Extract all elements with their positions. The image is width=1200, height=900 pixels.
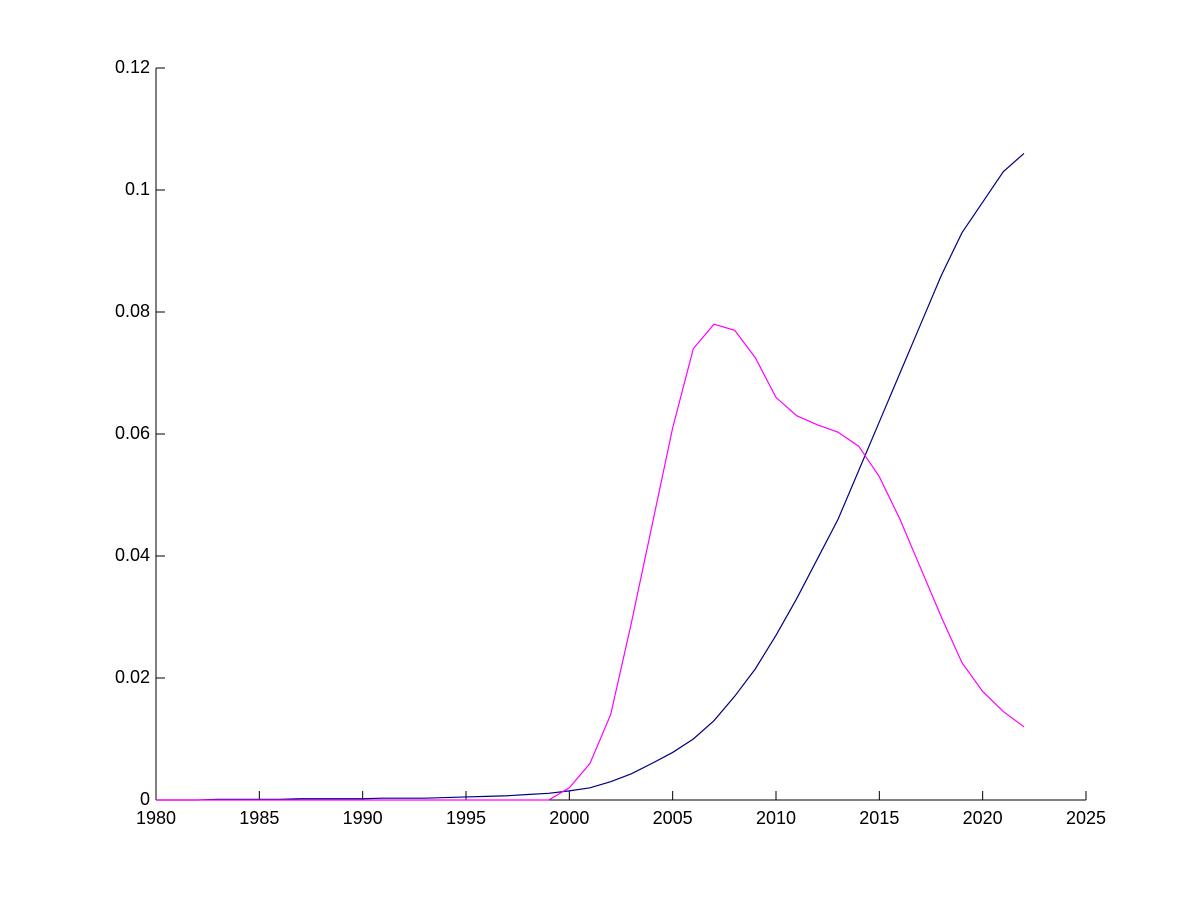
y-tick-label: 0.04 — [115, 545, 150, 565]
x-tick-label: 1985 — [239, 808, 279, 828]
x-tick-label: 2005 — [653, 808, 693, 828]
x-tick-label: 1980 — [136, 808, 176, 828]
x-tick-label: 2010 — [756, 808, 796, 828]
series-line — [156, 323, 1025, 801]
y-tick-label: 0.06 — [115, 423, 150, 443]
y-tick-label: 0.12 — [115, 57, 150, 77]
y-tick-label: 0 — [140, 789, 150, 809]
y-tick-label: 0.02 — [115, 667, 150, 687]
y-tick-label: 0.08 — [115, 301, 150, 321]
x-tick-label: 2020 — [963, 808, 1003, 828]
x-tick-label: 2025 — [1066, 808, 1106, 828]
series-line — [156, 152, 1025, 801]
x-tick-label: 1990 — [343, 808, 383, 828]
y-tick-label: 0.1 — [125, 179, 150, 199]
x-tick-label: 1995 — [446, 808, 486, 828]
x-tick-label: 2000 — [549, 808, 589, 828]
x-tick-label: 2015 — [859, 808, 899, 828]
